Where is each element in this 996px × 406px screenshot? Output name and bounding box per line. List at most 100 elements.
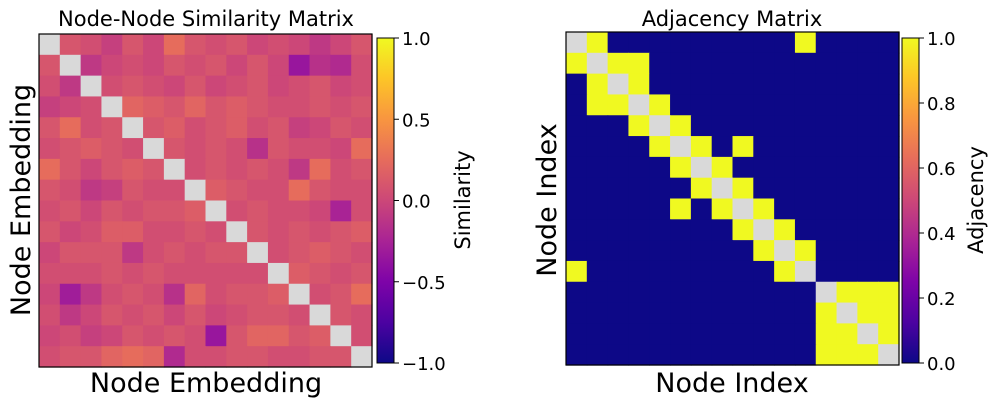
adjacency-cell-0-15 [878, 32, 900, 54]
similarity-cell-14-11 [267, 325, 290, 347]
similarity-cell-10-11 [267, 242, 290, 264]
adjacency-colorbar-tick-label: 0.8 [927, 94, 956, 115]
similarity-colorbar-label: Similarity [451, 150, 475, 249]
similarity-colorbar-tick-label: 1.0 [402, 29, 431, 50]
similarity-cell-11-12 [288, 262, 311, 285]
adjacency-cell-6-8 [732, 156, 754, 179]
similarity-cell-3-4 [122, 96, 144, 118]
similarity-cell-3-3 [101, 96, 123, 118]
similarity-cell-5-2 [80, 138, 103, 160]
adjacency-cell-12-9 [753, 281, 775, 304]
adjacency-cell-1-4 [649, 52, 671, 75]
adjacency-cell-11-12 [815, 260, 838, 283]
adjacency-colorbar-tick-label: 0.2 [927, 289, 956, 310]
similarity-cell-8-2 [80, 200, 103, 222]
adjacency-cell-5-15 [878, 136, 900, 158]
similarity-cell-10-14 [330, 242, 352, 264]
similarity-cell-1-13 [309, 54, 331, 77]
similarity-cell-10-5 [143, 242, 165, 264]
adjacency-title: Adjacency Matrix [642, 7, 823, 31]
adjacency-cell-1-14 [857, 52, 879, 75]
similarity-cell-6-2 [80, 158, 103, 181]
adjacency-cell-10-7 [711, 240, 734, 262]
similarity-cell-7-14 [330, 179, 352, 202]
similarity-cell-13-11 [267, 304, 290, 326]
adjacency-cell-1-9 [753, 52, 775, 75]
adjacency-cell-10-8 [732, 240, 754, 262]
similarity-cell-1-12 [288, 54, 311, 77]
similarity-cell-5-7 [184, 138, 207, 160]
adjacency-cell-14-7 [711, 323, 734, 345]
similarity-colorbar-tick-label: −0.5 [402, 273, 446, 294]
adjacency-cell-4-5 [670, 115, 692, 137]
similarity-cell-8-15 [351, 200, 373, 222]
similarity-cell-11-2 [80, 262, 103, 285]
similarity-cell-15-6 [163, 346, 186, 368]
adjacency-cell-6-2 [607, 156, 630, 179]
similarity-cell-13-13 [309, 304, 331, 326]
adjacency-cell-0-9 [753, 32, 775, 54]
similarity-cell-5-4 [122, 138, 144, 160]
adjacency-cell-11-10 [774, 260, 796, 283]
adjacency-cell-0-12 [815, 32, 838, 54]
similarity-cell-9-9 [226, 221, 248, 243]
adjacency-cell-7-1 [586, 177, 609, 200]
adjacency-cell-11-13 [836, 260, 858, 283]
similarity-cell-2-11 [267, 75, 290, 98]
adjacency-cell-4-12 [815, 115, 838, 137]
adjacency-cell-15-12 [815, 344, 838, 366]
adjacency-cell-8-15 [878, 198, 900, 220]
similarity-cell-1-2 [80, 54, 103, 77]
similarity-cell-7-1 [59, 179, 82, 202]
similarity-cell-0-10 [247, 34, 269, 56]
adjacency-cell-14-8 [732, 323, 754, 345]
adjacency-cell-0-11 [794, 32, 817, 54]
similarity-cell-13-7 [184, 304, 207, 326]
similarity-cell-0-9 [226, 34, 248, 56]
adjacency-cell-13-12 [815, 302, 838, 324]
similarity-cell-4-4 [122, 117, 144, 139]
adjacency-cell-5-3 [628, 136, 650, 158]
adjacency-cell-9-14 [857, 219, 879, 241]
similarity-cell-9-12 [288, 221, 311, 243]
similarity-cell-9-2 [80, 221, 103, 243]
adjacency-cell-8-11 [794, 198, 817, 220]
adjacency-cell-2-15 [878, 73, 900, 96]
adjacency-cell-1-8 [732, 52, 754, 75]
adjacency-cell-12-8 [732, 281, 754, 304]
adjacency-cell-2-4 [649, 73, 671, 96]
similarity-cell-14-8 [205, 325, 227, 347]
similarity-cell-6-12 [288, 158, 311, 181]
similarity-cell-13-9 [226, 304, 248, 326]
similarity-cell-8-1 [59, 200, 82, 222]
similarity-cell-12-7 [184, 283, 207, 306]
similarity-cell-4-14 [330, 117, 352, 139]
adjacency-cell-13-11 [794, 302, 817, 324]
similarity-cell-12-5 [143, 283, 165, 306]
adjacency-cell-13-5 [670, 302, 692, 324]
similarity-cell-14-10 [247, 325, 269, 347]
adjacency-cell-9-3 [628, 219, 650, 241]
similarity-cell-8-10 [247, 200, 269, 222]
adjacency-cell-11-5 [670, 260, 692, 283]
adjacency-cell-15-11 [794, 344, 817, 366]
adjacency-cell-11-3 [628, 260, 650, 283]
adjacency-cell-5-11 [794, 136, 817, 158]
similarity-cell-10-12 [288, 242, 311, 264]
adjacency-cell-9-2 [607, 219, 630, 241]
adjacency-cell-14-5 [670, 323, 692, 345]
similarity-cell-11-1 [59, 262, 82, 285]
similarity-cell-13-2 [80, 304, 103, 326]
adjacency-cell-6-10 [774, 156, 796, 179]
adjacency-cell-4-15 [878, 115, 900, 137]
similarity-cell-7-12 [288, 179, 311, 202]
adjacency-cell-2-5 [670, 73, 692, 96]
similarity-cell-14-6 [163, 325, 186, 347]
similarity-cell-1-1 [59, 54, 82, 77]
similarity-cell-5-1 [59, 138, 82, 160]
similarity-cell-0-11 [267, 34, 290, 56]
adjacency-cell-2-7 [711, 73, 734, 96]
adjacency-cell-0-3 [628, 32, 650, 54]
similarity-cell-10-15 [351, 242, 373, 264]
similarity-cell-9-11 [267, 221, 290, 243]
